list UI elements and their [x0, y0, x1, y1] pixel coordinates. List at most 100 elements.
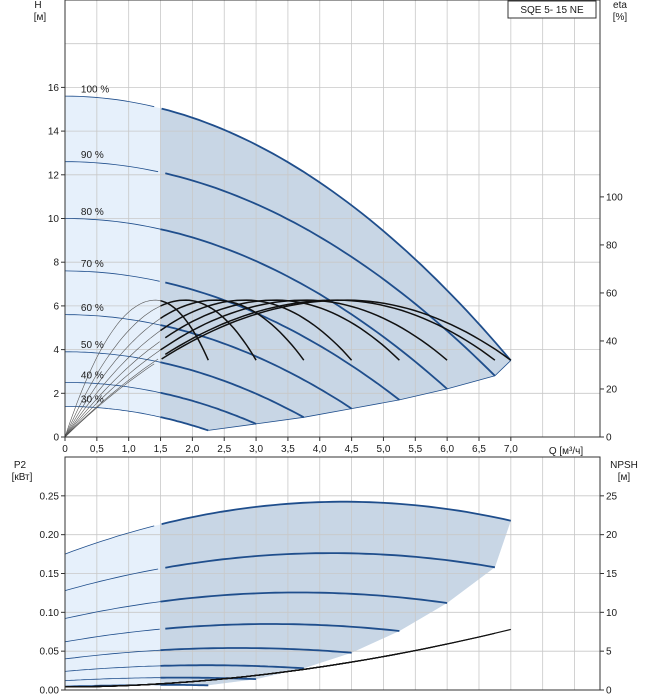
efficiency-curve-90: [164, 299, 496, 361]
efficiency-curve-70: [164, 299, 400, 361]
efficiency-curve-30: [160, 299, 209, 361]
head-curve-50-low: [65, 351, 161, 363]
bottom-right-tick-label: 20: [606, 530, 618, 541]
top-right-tick-label: 0: [606, 433, 612, 444]
top-x-tick-label: 6,0: [440, 444, 454, 455]
top-right-axis-unit: [%]: [613, 12, 628, 23]
bottom-right-axis-label: NPSH: [610, 460, 638, 471]
efficiency-curve-90-low: [64, 358, 159, 438]
power-curve-50: [160, 664, 304, 670]
bottom-left-tick-label: 0.05: [40, 647, 60, 658]
efficiency-curve-40: [160, 299, 257, 361]
bottom-chart-axes: 0.00 0.05 0.10 0.15 0.20 0.25 0 5 10 15 20 25: [40, 456, 618, 697]
top-x-tick-label: 2,5: [217, 444, 231, 455]
top-x-tick-label: 2,0: [185, 444, 199, 455]
power-curve-40: [160, 676, 257, 680]
bottom-left-tick-label: 0.00: [40, 686, 60, 697]
top-right-tick-label: 100: [606, 192, 623, 203]
efficiency-curve-70-low: [64, 341, 160, 438]
top-chart-axes: 0 2 4 6 8 10 12 14 16 0 20 40 60 80 100 0 0,5 1,0 1,5 2,0 2,…: [48, 0, 623, 455]
speed-label-60: 60 %: [81, 303, 104, 314]
top-left-axis-label: H: [34, 0, 41, 11]
top-chart-head-curves: [64, 95, 512, 432]
top-x-tick-label: 3,5: [281, 444, 295, 455]
efficiency-curve-60-low: [64, 330, 161, 438]
bottom-left-axis-label: P2: [14, 460, 27, 471]
top-left-axis-unit: [м]: [34, 12, 47, 23]
speed-label-50: 50 %: [81, 340, 104, 351]
power-curve-50-low: [64, 665, 161, 672]
power-curve-80-low: [64, 601, 161, 619]
bottom-right-axis-unit: [м]: [618, 472, 631, 483]
efficiency-curve-100-low: [64, 363, 155, 438]
top-left-tick-label: 6: [53, 301, 59, 312]
efficiency-curve-30-low: [64, 299, 161, 438]
top-x-tick-label: 4,5: [345, 444, 359, 455]
power-curve-70-low: [64, 628, 160, 643]
top-right-tick-label: 80: [606, 240, 618, 251]
bottom-right-tick-label: 25: [606, 491, 618, 502]
speed-label-40: 40 %: [81, 371, 104, 382]
top-x-tick-label: 0,5: [90, 444, 104, 455]
top-left-tick-label: 10: [48, 214, 60, 225]
efficiency-curve-80: [160, 299, 448, 361]
power-curve-80: [160, 591, 448, 604]
speed-label-30: 30 %: [81, 395, 104, 406]
head-curve-30: [160, 416, 209, 432]
top-left-tick-label: 2: [53, 389, 59, 400]
top-x-tick-label: 7,0: [504, 444, 518, 455]
top-left-tick-label: 4: [53, 345, 59, 356]
power-curve-70: [165, 623, 400, 632]
top-right-axis-label: eta: [613, 0, 627, 11]
head-curve-40: [160, 391, 257, 425]
efficiency-curve-80-low: [64, 349, 161, 438]
power-curve-40-low: [64, 677, 161, 682]
top-left-tick-label: 0: [53, 433, 59, 444]
head-curve-60-low: [64, 314, 161, 326]
chart-title: SQE 5- 15 NE: [520, 5, 584, 16]
head-curve-70-low: [64, 270, 160, 282]
bottom-right-tick-label: 10: [606, 608, 618, 619]
top-chart-speed-labels: 100 % 90 % 80 % 70 % 60 % 50 % 40 % 30 %: [81, 84, 109, 405]
top-x-tick-label: 3,0: [249, 444, 263, 455]
head-curve-40-low: [65, 382, 161, 394]
head-curve-90-low: [65, 161, 159, 173]
bottom-left-tick-label: 0.15: [40, 569, 60, 580]
power-curve-90: [165, 552, 496, 569]
bottom-left-axis-unit: [кВт]: [12, 472, 33, 483]
head-curve-30-low: [65, 406, 161, 418]
top-left-tick-label: 16: [48, 83, 60, 94]
top-right-tick-label: 40: [606, 336, 618, 347]
bottom-right-tick-label: 0: [606, 686, 612, 697]
head-curve-90: [165, 172, 496, 377]
top-x-tick-label: 5,5: [408, 444, 422, 455]
power-curve-60-low: [64, 649, 161, 660]
bottom-right-tick-label: 5: [606, 647, 612, 658]
top-x-tick-label: 5,0: [376, 444, 390, 455]
head-curve-50: [160, 361, 305, 419]
power-curve-60: [160, 647, 352, 654]
top-x-tick-label: 1,0: [122, 444, 136, 455]
speed-label-100: 100 %: [81, 84, 109, 95]
head-curve-100: [161, 107, 512, 362]
top-x-tick-label: 4,0: [313, 444, 327, 455]
top-left-tick-label: 8: [53, 258, 59, 269]
npsh-curve-30: [65, 679, 209, 688]
bottom-left-tick-label: 0.10: [40, 608, 60, 619]
head-curve-60: [160, 324, 353, 410]
head-curve-100-low: [64, 95, 155, 108]
efficiency-curve-40-low: [64, 305, 161, 438]
head-end-boundary: [208, 360, 512, 431]
top-chart-grid: [65, 0, 600, 437]
power-curve-30: [160, 683, 209, 687]
head-curve-80-low: [65, 218, 161, 230]
power-curve-90-low: [64, 568, 159, 591]
head-curve-70: [165, 281, 400, 401]
top-x-axis-label: Q [м³/ч]: [549, 446, 584, 457]
top-right-tick-label: 60: [606, 288, 618, 299]
top-x-tick-label: 1,5: [154, 444, 168, 455]
top-x-tick-label: 6,5: [472, 444, 486, 455]
head-curve-80: [160, 228, 448, 390]
speed-label-70: 70 %: [81, 259, 104, 270]
